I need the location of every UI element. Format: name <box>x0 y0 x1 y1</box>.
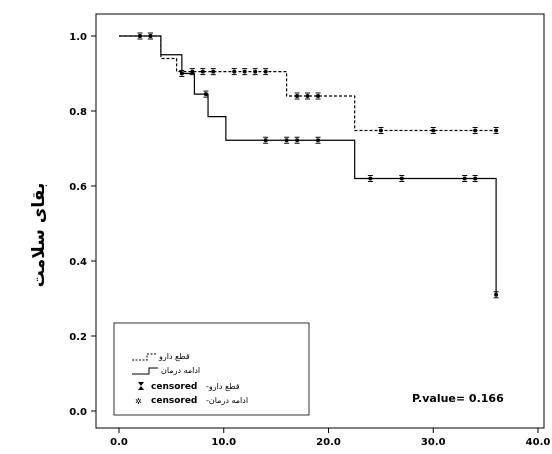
censor-mark-series-2 <box>493 291 499 299</box>
plot-frame <box>95 13 545 429</box>
censor-mark-dot <box>263 138 268 143</box>
y-axis-label: بقای سلامت <box>29 183 49 288</box>
y-tick-label: 0.8 <box>69 107 87 118</box>
censor-mark-dot <box>368 176 373 181</box>
censor-mark-series-1 <box>252 68 258 76</box>
x-tick-label: 20.0 <box>316 437 341 448</box>
legend-box <box>113 322 310 416</box>
legend-swatch-dashed <box>132 353 156 361</box>
censor-mark-series-1 <box>231 68 237 76</box>
censor-mark-dot <box>284 138 289 143</box>
censor-mark-series-2 <box>399 175 405 182</box>
censor-mark-dot <box>190 69 195 74</box>
censor-mark-series-1 <box>263 68 269 76</box>
x-tick-label: 0.0 <box>110 437 128 448</box>
censor-mark-dot <box>179 71 184 76</box>
censor-mark-series-1 <box>472 127 478 134</box>
series-line-1 <box>119 35 497 132</box>
censor-mark-series-1 <box>242 68 248 76</box>
censor-mark-series-2 <box>179 70 185 77</box>
censor-mark-dot <box>305 94 310 98</box>
censor-mark-dot <box>431 128 436 133</box>
censor-mark-series-2 <box>203 90 209 98</box>
censor-mark-dot <box>316 94 321 98</box>
censor-mark-dot <box>295 94 300 98</box>
series-line-2 <box>119 35 497 295</box>
censor-mark-dot <box>399 176 404 181</box>
censor-mark-series-2 <box>147 32 153 40</box>
censor-mark-dot <box>263 69 268 74</box>
censor-mark-dot <box>295 138 300 143</box>
censor-mark-series-2 <box>294 136 300 144</box>
legend-label-censored-1-prefix: censored <box>151 382 197 392</box>
censor-mark-series-2 <box>284 136 290 144</box>
hourglass-icon <box>138 382 144 390</box>
x-tick-label: 30.0 <box>421 437 446 448</box>
p-value-annotation: P.value= 0.166 <box>412 392 504 405</box>
plot-area: 0.0 0.2 0.4 0.6 0.8 1.0 0.0 10.0 20.0 30.0 40.0 <box>69 13 551 448</box>
y-tick-label: 0.2 <box>69 332 87 343</box>
legend-label-censored-2-prefix: censored <box>151 396 197 406</box>
y-tick-label: 0.6 <box>69 182 87 193</box>
x-tick-label: 10.0 <box>211 437 236 448</box>
censor-mark-dot <box>316 138 321 143</box>
censor-mark-dot <box>137 34 142 38</box>
censor-mark-series-1 <box>305 92 311 100</box>
censor-mark-dot <box>378 128 383 133</box>
y-tick-label: 0.4 <box>69 257 87 268</box>
legend-censor-icon-1 <box>138 382 144 390</box>
censor-mark-dot <box>242 69 247 74</box>
legend-label-series-2: ادامه درمان <box>161 366 200 375</box>
censor-mark-dot <box>203 92 208 97</box>
censor-mark-series-1 <box>378 127 384 134</box>
censor-mark-dot <box>211 69 216 74</box>
censor-mark-dot <box>200 69 205 74</box>
censor-mark-series-1 <box>493 127 499 134</box>
censor-mark-dot <box>494 128 499 133</box>
censor-mark-dot <box>494 292 499 297</box>
legend-label-censored-2-suffix: -ادامه درمان <box>206 396 248 405</box>
censor-mark-series-2 <box>137 32 143 40</box>
censor-mark-dot <box>232 69 237 74</box>
y-tick-label: 0.0 <box>69 407 87 418</box>
censor-mark-series-2 <box>263 136 269 144</box>
censor-mark-series-1 <box>200 68 206 76</box>
legend-label-censored-1-suffix: -قطع دارو <box>206 382 240 391</box>
x-tick-label: 40.0 <box>526 437 551 448</box>
y-tick-label: 1.0 <box>69 32 87 43</box>
censor-mark-series-1 <box>430 127 436 134</box>
legend: قطع دارو ادامه درمان censored -قطع دارو ✲ cen… <box>113 322 310 416</box>
censor-mark-series-2 <box>315 136 321 144</box>
censor-mark-series-1 <box>294 92 300 100</box>
censor-mark-dot <box>473 176 478 181</box>
censor-mark-dot <box>253 69 258 74</box>
star-icon: ✲ <box>135 397 142 406</box>
legend-label-series-1: قطع دارو <box>158 352 190 361</box>
censor-mark-dot <box>473 128 478 133</box>
y-axis-title: بقای سلامت <box>29 183 49 288</box>
censor-mark-series-2 <box>462 175 468 182</box>
censor-mark-dot <box>462 176 467 181</box>
censor-mark-series-1 <box>315 92 321 100</box>
censor-mark-dot <box>148 34 153 38</box>
legend-swatch-solid <box>132 367 158 375</box>
censor-mark-series-1 <box>210 68 216 76</box>
censor-mark-series-2 <box>367 175 373 182</box>
censor-mark-series-2 <box>472 175 478 182</box>
